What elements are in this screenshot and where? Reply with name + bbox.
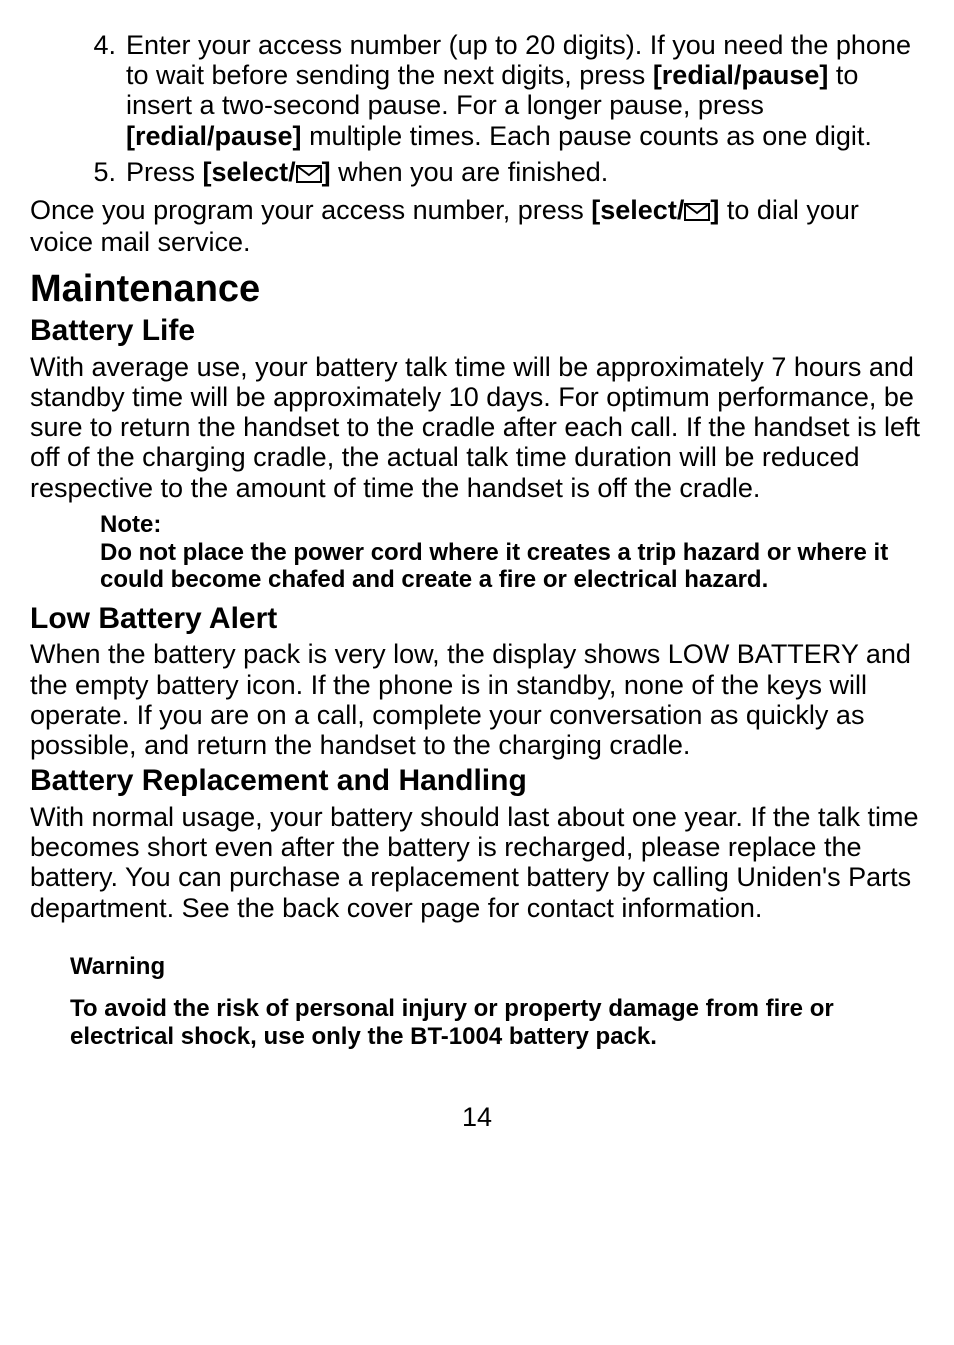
select-key-1-pre: [select/ [203, 157, 296, 187]
note-body: Do not place the power cord where it cre… [100, 539, 900, 594]
note-label: Note: [100, 511, 900, 539]
step-5: 5. Press [select/] when you are finished… [30, 157, 924, 189]
step-5-number: 5. [80, 157, 116, 189]
battery-life-body: With average use, your battery talk time… [30, 352, 924, 503]
mail-icon [296, 159, 322, 189]
warning-body: To avoid the risk of personal injury or … [70, 995, 900, 1052]
post-steps-paragraph: Once you program your access number, pre… [30, 195, 924, 257]
step-4-body: Enter your access number (up to 20 digit… [126, 30, 924, 151]
step-4-number: 4. [80, 30, 116, 151]
select-key-2: [select/] [591, 195, 719, 225]
replacement-body: With normal usage, your battery should l… [30, 802, 924, 923]
select-key-2-pre: [select/ [591, 195, 684, 225]
step-5-text-a: Press [126, 157, 203, 187]
step-5-body: Press [select/] when you are finished. [126, 157, 924, 189]
select-key-2-post: ] [710, 195, 719, 225]
low-battery-heading: Low Battery Alert [30, 602, 924, 636]
redial-pause-key-2: [redial/pause] [126, 121, 302, 151]
page-number: 14 [30, 1102, 924, 1132]
warning-label: Warning [70, 953, 900, 981]
note-block: Note: Do not place the power cord where … [100, 511, 924, 594]
battery-life-heading: Battery Life [30, 314, 924, 348]
replacement-heading: Battery Replacement and Handling [30, 764, 924, 798]
post-steps-a: Once you program your access number, pre… [30, 195, 591, 225]
maintenance-heading: Maintenance [30, 268, 924, 311]
select-key-1: [select/] [203, 157, 331, 187]
step-4: 4. Enter your access number (up to 20 di… [30, 30, 924, 151]
step-5-text-b: when you are finished. [331, 157, 609, 187]
low-battery-body: When the battery pack is very low, the d… [30, 639, 924, 760]
mail-icon [684, 197, 710, 227]
step-4-text-c: multiple times. Each pause counts as one… [302, 121, 872, 151]
warning-block: Warning To avoid the risk of personal in… [70, 953, 924, 1052]
redial-pause-key-1: [redial/pause] [653, 60, 829, 90]
select-key-1-post: ] [322, 157, 331, 187]
